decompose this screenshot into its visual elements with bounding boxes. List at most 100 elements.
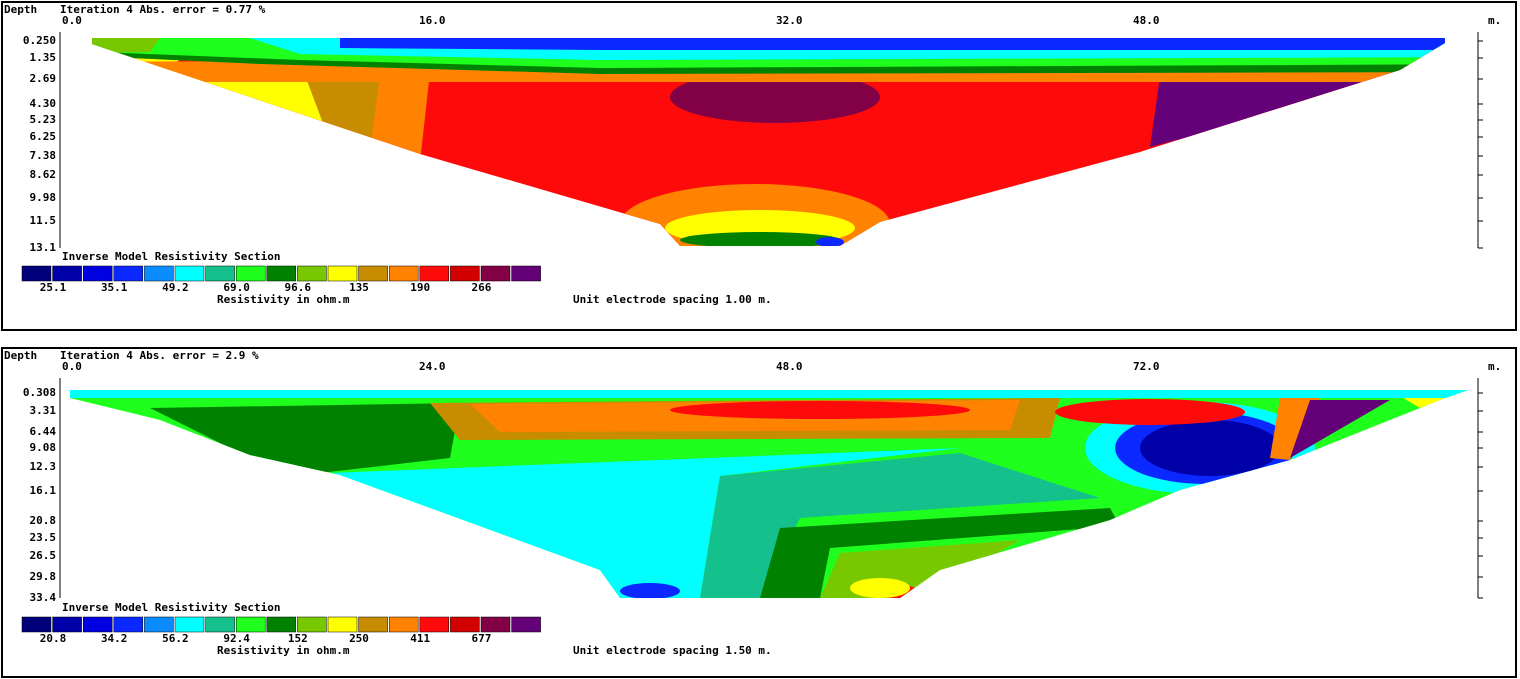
depth-label: Depth — [4, 349, 37, 362]
legend-swatch — [297, 616, 327, 633]
legend-swatch — [480, 616, 511, 633]
legend-swatch — [174, 616, 205, 633]
depth-tick-label: 1.35 — [30, 51, 57, 64]
resistivity-label: Resistivity in ohm.m — [217, 644, 350, 657]
legend-swatch — [82, 616, 113, 633]
depth-tick-label: 7.38 — [30, 149, 57, 162]
resistivity-zone — [1140, 420, 1280, 476]
resistivity-zone — [92, 38, 160, 54]
section-title: Iteration 4 Abs. error = 2.9 % — [60, 349, 259, 362]
x-tick-label: 32.0 — [776, 14, 803, 27]
legend-swatch — [480, 265, 511, 282]
depth-tick-label: 6.44 — [30, 425, 57, 438]
resistivity-zone — [330, 448, 960, 598]
legend-swatch — [144, 265, 174, 282]
legend-swatch — [419, 616, 450, 633]
resistivity-zone — [150, 403, 460, 473]
legend-value: 34.2 — [101, 632, 128, 645]
legend-value: 69.0 — [223, 281, 250, 294]
legend-title: Inverse Model Resistivity Section — [62, 601, 281, 614]
depth-tick-label: 16.1 — [30, 484, 57, 497]
depth-tick-label: 9.08 — [30, 441, 57, 454]
x-unit: m. — [1488, 14, 1501, 27]
legend-swatch — [327, 265, 358, 282]
legend-swatch — [358, 616, 388, 633]
x-tick-label: 0.0 — [62, 14, 82, 27]
legend-swatch — [297, 265, 327, 282]
legend-swatch — [388, 265, 419, 282]
legend-value: 152 — [288, 632, 308, 645]
depth-label: Depth — [4, 3, 37, 16]
depth-tick-label: 2.69 — [30, 72, 57, 85]
depth-tick-label: 13.1 — [30, 241, 57, 254]
legend-value: 35.1 — [101, 281, 128, 294]
legend-swatch — [388, 616, 419, 633]
legend-value: 56.2 — [162, 632, 189, 645]
legend-value: 250 — [349, 632, 369, 645]
legend-value: 20.8 — [40, 632, 67, 645]
section-title: Iteration 4 Abs. error = 0.77 % — [60, 3, 266, 16]
depth-tick-label: 11.5 — [30, 214, 57, 227]
legend-swatch — [511, 616, 541, 633]
legend-swatch — [235, 265, 266, 282]
legend-swatch — [52, 616, 82, 633]
x-unit: m. — [1488, 360, 1501, 373]
depth-tick-label: 6.25 — [30, 130, 57, 143]
resistivity-zone — [850, 578, 910, 598]
legend-swatch — [358, 265, 388, 282]
legend-value: 190 — [410, 281, 430, 294]
legend-swatch — [174, 265, 205, 282]
legend-value: 92.4 — [223, 632, 250, 645]
legend-swatch — [450, 265, 480, 282]
legend-swatch — [52, 265, 82, 282]
legend-swatch — [419, 265, 450, 282]
x-tick-label: 16.0 — [419, 14, 446, 27]
panel-border — [1, 347, 1517, 678]
depth-tick-label: 23.5 — [30, 531, 57, 544]
legend-value: 677 — [471, 632, 491, 645]
x-tick-label: 0.0 — [62, 360, 82, 373]
legend-swatch — [235, 616, 266, 633]
x-tick-label: 72.0 — [1133, 360, 1160, 373]
depth-tick-label: 0.308 — [23, 386, 56, 399]
legend-value: 266 — [471, 281, 491, 294]
legend-swatch — [327, 616, 358, 633]
legend-value: 135 — [349, 281, 369, 294]
depth-tick-label: 33.4 — [30, 591, 57, 604]
resistivity-zone — [620, 583, 680, 598]
resistivity-zone — [1290, 400, 1390, 458]
legend-value: 25.1 — [40, 281, 67, 294]
resistivity-zone — [670, 401, 970, 419]
legend-swatch — [82, 265, 113, 282]
resistivity-label: Resistivity in ohm.m — [217, 293, 350, 306]
resistivity-zone — [340, 38, 1445, 50]
resistivity-zone — [760, 508, 1120, 598]
legend-swatch — [113, 616, 144, 633]
depth-tick-label: 12.3 — [30, 460, 57, 473]
x-tick-label: 24.0 — [419, 360, 446, 373]
depth-tick-label: 8.62 — [30, 168, 57, 181]
spacing-label: Unit electrode spacing 1.00 m. — [573, 293, 772, 306]
x-tick-label: 48.0 — [776, 360, 803, 373]
legend-swatch — [21, 265, 52, 282]
x-tick-label: 48.0 — [1133, 14, 1160, 27]
depth-tick-label: 0.250 — [23, 34, 56, 47]
legend-swatch — [205, 265, 235, 282]
panel: Depth Iteration 4 Abs. error = 2.9 %0.0 24… — [1, 347, 1517, 678]
spacing-label: Unit electrode spacing 1.50 m. — [573, 644, 772, 657]
panel-border — [1, 1, 1517, 331]
depth-tick-label: 3.31 — [30, 404, 57, 417]
legend-swatch — [144, 616, 174, 633]
depth-tick-label: 5.23 — [30, 113, 57, 126]
depth-tick-label: 26.5 — [30, 549, 57, 562]
legend-value: 411 — [410, 632, 430, 645]
legend-swatch — [205, 616, 235, 633]
resistivity-zone — [700, 453, 1100, 598]
resistivity-zone — [70, 390, 1468, 398]
depth-tick-label: 9.98 — [30, 191, 57, 204]
depth-tick-label: 20.8 — [30, 514, 57, 527]
resistivity-zone — [670, 71, 880, 123]
legend-swatch — [511, 265, 541, 282]
legend-swatch — [21, 616, 52, 633]
